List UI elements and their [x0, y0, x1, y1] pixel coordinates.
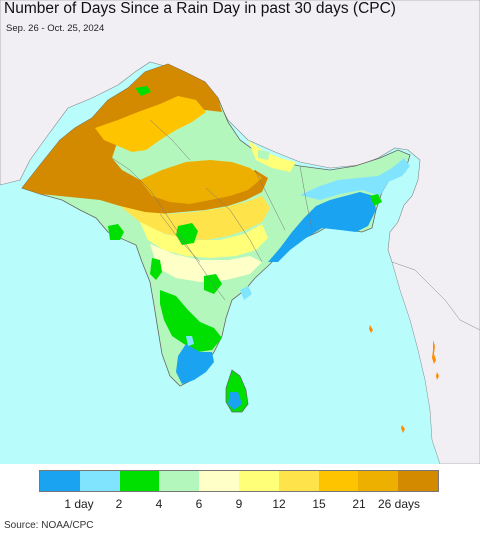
zone-4-days-west-coast: [150, 258, 162, 280]
legend-swatch: [40, 471, 80, 491]
map-title: Number of Days Since a Rain Day in past …: [4, 0, 396, 17]
legend-tick-label: 9: [235, 497, 243, 511]
zone-4-days-gujarat: [108, 224, 124, 240]
source-note: Source: NOAA/CPC: [4, 520, 94, 531]
legend-tick-label: 1 day: [64, 497, 94, 511]
zone-21-days-2: [140, 160, 262, 204]
legend-tick-label: 26 days: [377, 497, 421, 511]
andaman-islands: [432, 340, 439, 380]
zone-1-day-tamilnadu: [176, 344, 214, 384]
zone-21-days: [95, 96, 206, 152]
legend-tick-label: 21: [352, 497, 366, 511]
legend-swatch: [79, 471, 120, 491]
zone-26-days: [22, 64, 268, 214]
myanmar-coast: [391, 261, 480, 464]
legend-swatch: [398, 471, 438, 491]
legend-swatch: [159, 471, 200, 491]
legend-tick-label: 6: [195, 497, 203, 511]
legend-swatch: [199, 471, 239, 491]
zone-1-day-east: [268, 192, 376, 262]
zone-15-days: [120, 196, 270, 240]
legend-swatch: [318, 471, 359, 491]
zone-2-days-east: [300, 158, 410, 200]
rain-days-map: [0, 0, 480, 464]
color-legend: [39, 470, 439, 492]
legend-tick-label: 4: [155, 497, 163, 511]
zone-4-days-north: [135, 86, 151, 96]
legend-tick-labels: 1 day 2 4 6 9 12 15 21 26 days: [39, 497, 439, 513]
zone-12-days: [140, 222, 268, 258]
zone-4-days-central: [176, 223, 198, 245]
legend-tick-label: 15: [312, 497, 326, 511]
legend-swatch: [119, 471, 160, 491]
zone-4-days-northeast: [370, 194, 382, 206]
zone-4-days-south: [160, 290, 222, 352]
state-borders: [111, 119, 313, 301]
himalaya-strip: [248, 140, 296, 172]
zone-2-days-coast: [186, 286, 252, 346]
zone-9-days: [150, 244, 262, 282]
himalaya-green: [258, 150, 270, 160]
legend-swatch: [238, 471, 279, 491]
legend-swatch: [358, 471, 399, 491]
sri-lanka-wet: [228, 392, 242, 410]
legend-tick-label: 2: [115, 497, 123, 511]
legend-tick-label: 12: [272, 497, 286, 511]
date-range: Sep. 26 - Oct. 25, 2024: [6, 23, 105, 34]
legend-swatch: [278, 471, 319, 491]
